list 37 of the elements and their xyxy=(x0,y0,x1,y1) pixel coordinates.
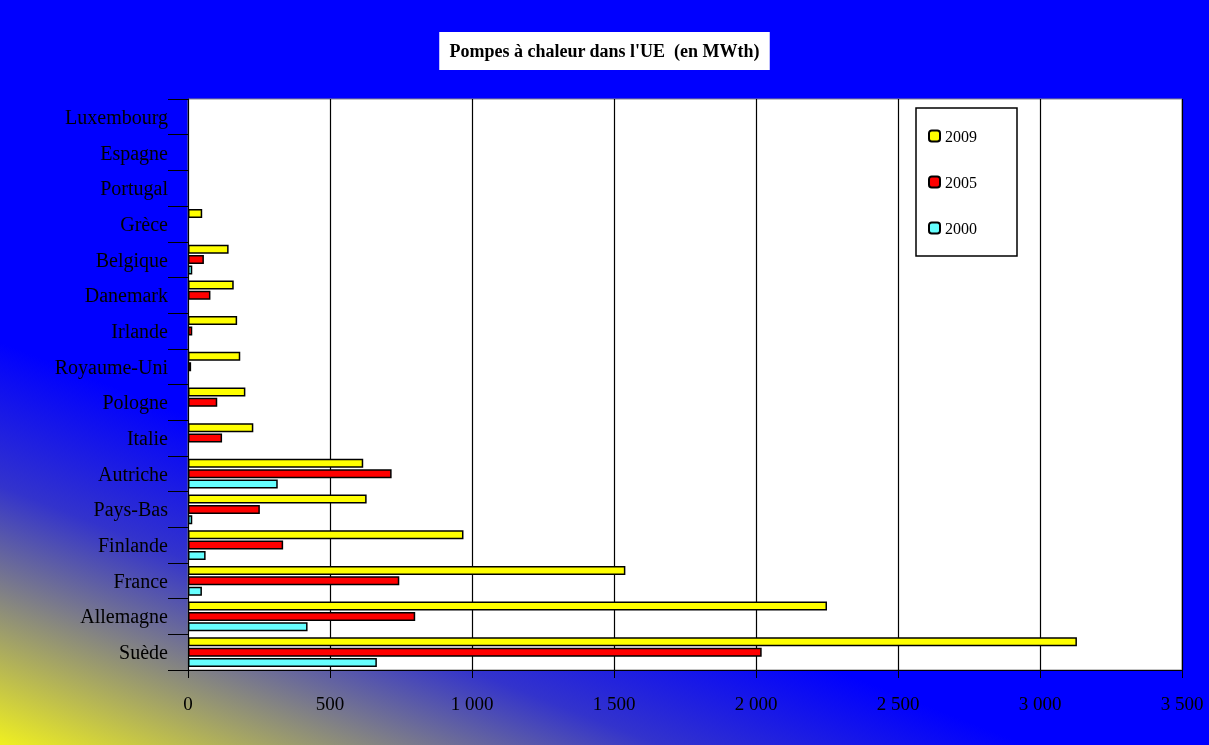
bar xyxy=(188,586,202,596)
bar xyxy=(188,290,211,300)
x-tick-label: 3 500 xyxy=(1160,693,1204,714)
legend-label: 2000 xyxy=(945,219,977,237)
bar xyxy=(188,209,203,219)
x-tick-label: 2 000 xyxy=(734,693,778,714)
y-tick-label: Luxembourg xyxy=(65,105,168,129)
y-tick-label: Allemagne xyxy=(80,605,169,629)
y-tick-label: Portugal xyxy=(100,177,169,201)
y-tick-label: Irlande xyxy=(111,319,169,342)
y-tick-label: Finlande xyxy=(98,534,169,557)
legend-label: 2009 xyxy=(945,127,977,145)
y-tick-label: Italie xyxy=(126,427,169,450)
x-tick-label: 2 500 xyxy=(876,693,920,714)
bar xyxy=(188,479,278,489)
x-tick-label: 3 000 xyxy=(1018,693,1062,714)
x-tick-label: 1 000 xyxy=(450,693,494,714)
y-tick-label: Royaume-Uni xyxy=(54,355,169,379)
legend-label: 2005 xyxy=(945,173,977,191)
y-tick-label: France xyxy=(113,569,169,592)
x-tick-label: 1 500 xyxy=(592,693,636,714)
y-tick-label: Autriche xyxy=(98,462,169,485)
y-tick-label: Belgique xyxy=(95,248,169,272)
chart-title: Pompes à chaleur dans l'UE (en MWth) xyxy=(449,41,760,62)
y-tick-label: Suède xyxy=(119,641,169,664)
y-tick-label: Pologne xyxy=(102,391,169,415)
y-tick-label: Danemark xyxy=(84,284,168,307)
y-tick-label: Pays-Bas xyxy=(93,498,169,522)
y-tick-label: Grèce xyxy=(120,212,169,235)
y-tick-label: Espagne xyxy=(100,141,169,165)
bar xyxy=(188,397,218,407)
bar xyxy=(188,433,223,443)
bar xyxy=(188,280,234,290)
bar xyxy=(188,387,246,397)
x-tick-label: 500 xyxy=(315,693,345,714)
x-tick-label: 0 xyxy=(183,693,193,714)
bar xyxy=(188,423,254,433)
